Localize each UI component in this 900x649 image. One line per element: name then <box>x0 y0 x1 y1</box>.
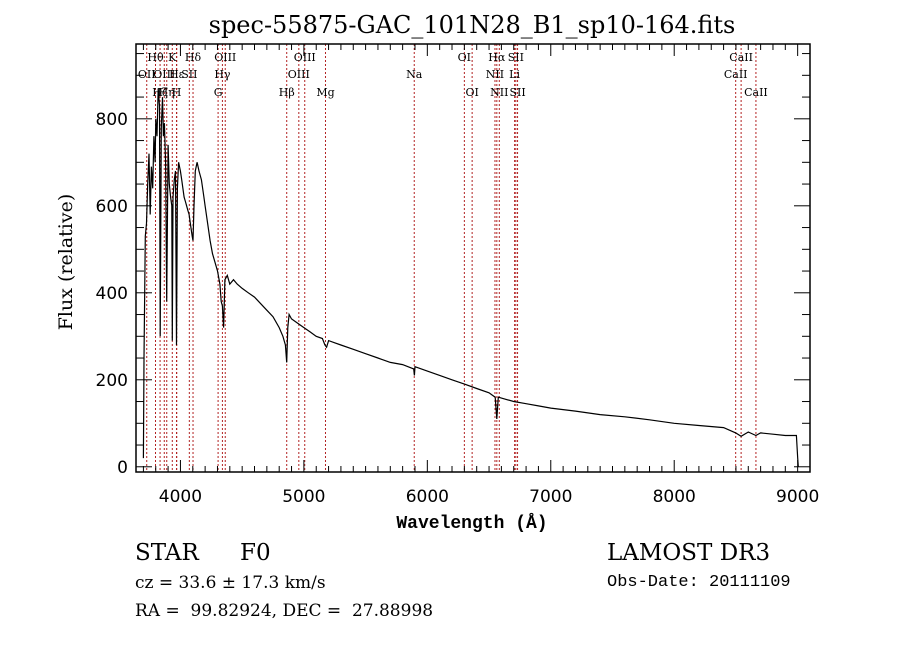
line-marker-label: Hα <box>488 51 506 64</box>
object-subclass: F0 <box>240 540 271 566</box>
line-marker-label: Hθ <box>147 51 164 64</box>
line-marker-label: OII <box>138 68 156 81</box>
x-axis-ticks: 4000 5000 6000 7000 8000 9000 <box>142 44 819 507</box>
line-marker-label: NII <box>486 68 504 81</box>
line-marker-label: OI <box>458 51 471 64</box>
line-marker-label: Hη <box>159 86 175 99</box>
coordinates-readout: RA = 99.82924, DEC = 27.88998 <box>135 601 434 621</box>
line-marker-label: Hε <box>169 68 185 81</box>
x-axis-label: Wavelength (Å) <box>396 513 547 534</box>
line-marker-label: NII <box>490 86 508 99</box>
line-marker-label: CaII <box>744 86 768 99</box>
object-class: STAR <box>135 540 199 566</box>
x-tick-label: 9000 <box>776 487 819 507</box>
line-markers <box>146 44 757 472</box>
chart-title: spec-55875-GAC_101N28_B1_sp10-164.fits <box>209 11 736 39</box>
y-tick-label: 200 <box>96 371 128 391</box>
x-tick-label: 8000 <box>653 487 696 507</box>
x-tick-label: 7000 <box>529 487 572 507</box>
line-marker-label: K <box>168 51 177 64</box>
line-marker-label: OI <box>465 86 478 99</box>
line-marker-label: SII <box>508 51 524 64</box>
y-tick-label: 0 <box>117 458 128 478</box>
y-tick-label: 600 <box>96 197 128 217</box>
survey-label: LAMOST DR3 <box>607 540 771 566</box>
line-marker-label: Li <box>509 68 520 81</box>
line-marker-label: CaII <box>729 51 753 64</box>
line-marker-label: Hδ <box>185 51 202 64</box>
x-tick-label: 6000 <box>406 487 449 507</box>
line-marker-label: Hγ <box>214 68 231 81</box>
line-marker-label: OIII <box>288 68 310 81</box>
redshift-readout: cz = 33.6 ± 17.3 km/s <box>135 573 326 593</box>
spectrum-line <box>142 88 799 467</box>
line-marker-label: CaII <box>724 68 748 81</box>
line-marker-label: H <box>172 86 182 99</box>
line-marker-label: OIII <box>294 51 316 64</box>
line-marker-label: Na <box>406 68 423 81</box>
plot-frame <box>135 43 811 473</box>
line-marker-label: Hβ <box>279 86 295 99</box>
x-tick-label: 5000 <box>282 487 325 507</box>
y-tick-label: 400 <box>96 284 128 304</box>
x-tick-label: 4000 <box>159 487 202 507</box>
obs-date: Obs-Date: 20111109 <box>607 573 791 592</box>
line-marker-label: SII <box>509 86 525 99</box>
line-marker-labels: OII Hθ OIII Hη Hε K H Hζ SII Hδ G Hγ OIII Hβ OIII OIII M… <box>138 51 768 99</box>
line-marker-label: Hζ <box>152 86 168 99</box>
line-marker-label: OIII <box>214 51 236 64</box>
line-marker-label: G <box>214 86 223 99</box>
line-marker-label: Mg <box>316 86 334 99</box>
y-axis-ticks: 0 200 400 600 800 <box>96 53 810 478</box>
line-marker-label: SII <box>181 68 197 81</box>
line-marker-label: OIII <box>153 68 175 81</box>
y-axis-label: Flux (relative) <box>55 194 77 331</box>
y-tick-label: 800 <box>96 110 128 130</box>
